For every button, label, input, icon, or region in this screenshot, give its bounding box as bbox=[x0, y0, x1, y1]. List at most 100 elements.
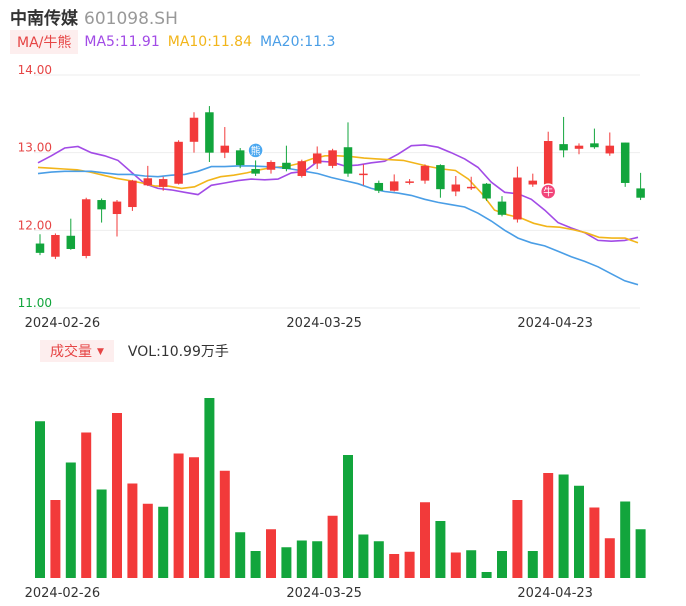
candle-body bbox=[420, 165, 430, 181]
marker-label: 熊 bbox=[251, 144, 261, 157]
volume-bar bbox=[527, 551, 538, 578]
candle-body bbox=[559, 144, 568, 151]
volume-indicator-selector[interactable]: 成交量 ▼ bbox=[40, 340, 114, 362]
candle-body bbox=[205, 112, 214, 153]
bear-marker-icon: 熊 bbox=[247, 142, 264, 159]
candlestick bbox=[328, 148, 337, 169]
marker-label: 牛 bbox=[543, 186, 553, 199]
caret-down-icon: ▼ bbox=[97, 347, 104, 357]
candlestick bbox=[497, 196, 507, 217]
y-tick-label: 14.00 bbox=[18, 63, 52, 77]
candle-body bbox=[389, 181, 399, 191]
volume-bar bbox=[173, 453, 184, 578]
volume-bar bbox=[281, 547, 292, 578]
candle-body bbox=[35, 243, 45, 253]
marker-badge bbox=[539, 183, 557, 200]
candlestick bbox=[66, 218, 76, 250]
candlestick bbox=[590, 128, 599, 149]
volume-x-tick-label: 2024-04-23 bbox=[517, 586, 593, 601]
ma20-legend: MA20:11.3 bbox=[260, 34, 336, 50]
volume-bar bbox=[389, 554, 400, 578]
candlestick bbox=[189, 112, 199, 153]
volume-bar bbox=[96, 489, 107, 578]
volume-bar bbox=[35, 421, 45, 578]
candle-body bbox=[128, 180, 137, 208]
candlestick bbox=[528, 173, 538, 187]
candlestick bbox=[251, 160, 260, 176]
candlestick bbox=[451, 175, 461, 197]
candlestick bbox=[405, 179, 414, 185]
candlestick bbox=[143, 165, 153, 187]
volume-bar bbox=[435, 521, 446, 578]
volume-bar bbox=[50, 500, 61, 578]
volume-bar bbox=[404, 551, 415, 578]
stock-name: 中南传媒 bbox=[10, 9, 78, 29]
x-tick-label: 2024-04-23 bbox=[517, 316, 593, 331]
candle-body bbox=[282, 162, 291, 169]
volume-bar bbox=[558, 474, 569, 578]
marker-badge bbox=[247, 142, 264, 159]
volume-bar bbox=[481, 572, 492, 578]
volume-bar bbox=[450, 552, 461, 578]
volume-bar bbox=[343, 455, 353, 578]
candlestick bbox=[420, 164, 430, 184]
candle-body bbox=[189, 117, 199, 142]
candle-body bbox=[143, 178, 153, 186]
ma5-legend: MA5:11.91 bbox=[84, 34, 160, 50]
volume-bar bbox=[204, 398, 215, 578]
candlestick bbox=[436, 164, 445, 198]
y-tick-label: 13.00 bbox=[18, 141, 52, 155]
volume-bar bbox=[266, 529, 276, 578]
volume-bar bbox=[512, 500, 523, 578]
candle-body bbox=[158, 179, 168, 187]
volume-bar bbox=[219, 470, 230, 578]
ma-indicator-selector[interactable]: MA/牛熊 bbox=[10, 30, 79, 54]
volume-legend: 成交量 ▼ VOL:10.99万手 bbox=[40, 340, 229, 362]
candlestick bbox=[312, 146, 322, 169]
volume-bar bbox=[189, 457, 199, 578]
candle-body bbox=[97, 200, 106, 210]
volume-bar bbox=[327, 515, 338, 578]
candlestick bbox=[128, 179, 137, 211]
candle-body bbox=[513, 177, 522, 220]
candle-body bbox=[574, 145, 584, 149]
volume-x-tick-label: 2024-02-26 bbox=[25, 586, 101, 601]
ma5-line bbox=[37, 144, 639, 243]
candlestick bbox=[559, 116, 568, 158]
candle-body bbox=[497, 201, 507, 215]
stock-code: 601098.SH bbox=[84, 9, 178, 29]
candle-body bbox=[112, 201, 122, 215]
candle-body bbox=[405, 181, 414, 183]
volume-bar bbox=[420, 502, 430, 578]
volume-bar bbox=[635, 529, 646, 578]
candlestick bbox=[605, 132, 615, 156]
ma10-legend: MA10:11.84 bbox=[167, 34, 253, 50]
candlestick bbox=[482, 182, 491, 201]
candlestick bbox=[112, 200, 122, 237]
candle-body bbox=[436, 165, 445, 190]
candlestick bbox=[282, 145, 291, 172]
candle-body bbox=[312, 153, 322, 164]
volume-bar bbox=[158, 506, 169, 578]
volume-bar bbox=[81, 432, 92, 578]
candlestick bbox=[574, 143, 584, 155]
candlestick bbox=[35, 234, 45, 256]
volume-bar bbox=[604, 538, 615, 578]
candle-body bbox=[328, 150, 337, 166]
candlestick bbox=[220, 127, 230, 159]
candle-body bbox=[466, 186, 476, 189]
candlestick bbox=[51, 233, 60, 260]
volume-tag-label: 成交量 bbox=[50, 344, 92, 360]
volume-bar bbox=[373, 541, 384, 578]
candle-body bbox=[636, 188, 645, 198]
candle-body bbox=[174, 141, 183, 184]
candlestick bbox=[205, 106, 214, 162]
candle-body bbox=[235, 150, 245, 166]
volume-bar bbox=[358, 534, 369, 578]
candle-body bbox=[251, 168, 260, 174]
candlestick bbox=[297, 159, 307, 178]
candle-body bbox=[528, 180, 538, 185]
y-tick-label: 11.00 bbox=[18, 296, 52, 310]
y-tick-label: 12.00 bbox=[18, 218, 52, 232]
